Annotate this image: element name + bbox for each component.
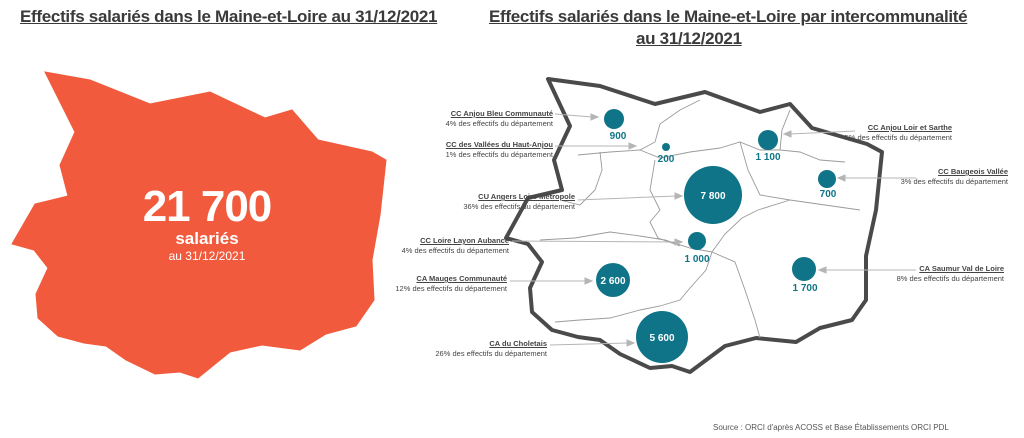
leader-lines (510, 113, 916, 347)
label-name: CA Mauges Communauté (416, 274, 507, 283)
value-angers: 7 800 (700, 191, 725, 202)
label-loire-layon: CC Loire Layon Aubance 4% des effectifs … (402, 236, 509, 256)
label-name: CA du Choletais (489, 339, 547, 348)
label-angers: CU Angers Loire Métropole 36% des effect… (463, 192, 575, 212)
right-map-title: Effectifs salariés dans le Maine-et-Loir… (489, 7, 968, 26)
label-baugeois: CC Baugeois Vallée 3% des effectifs du d… (901, 167, 1008, 187)
value-saumur: 1 700 (792, 283, 817, 294)
label-name: CC Anjou Bleu Communauté (450, 109, 553, 118)
right-map-title-date: au 31/12/2021 (636, 29, 742, 48)
label-share: 12% des effectifs du département (395, 284, 507, 293)
label-name: CC Anjou Loir et Sarthe (867, 123, 952, 132)
bubbles (596, 109, 836, 363)
label-share: 26% des effectifs du département (435, 349, 547, 358)
label-share: 8% des effectifs du département (896, 274, 1004, 283)
label-vallees-haut-anjou: CC des Vallées du Haut-Anjou 1% des effe… (446, 140, 553, 160)
total-value: 21 700 (142, 182, 273, 231)
department-outline (504, 77, 884, 374)
value-loire-layon: 1 000 (684, 254, 709, 265)
bubble-vallees-haut-anjou (662, 143, 670, 151)
bubble-baugeois (818, 170, 836, 188)
source-note: Source : ORCI d'après ACOSS et Base Étab… (713, 423, 949, 432)
bubble-angers (684, 166, 742, 224)
value-anjou-bleu: 900 (610, 131, 627, 142)
value-vallees-haut-anjou: 200 (658, 154, 675, 165)
bubble-saumur (792, 257, 816, 281)
value-baugeois: 700 (820, 189, 837, 200)
label-choletais: CA du Choletais 26% des effectifs du dép… (435, 339, 547, 359)
label-name: CC Baugeois Vallée (937, 167, 1008, 176)
value-mauges: 2 600 (600, 276, 625, 287)
label-name: CA Saumur Val de Loire (919, 264, 1004, 273)
label-share: 3% des effectifs du département (900, 177, 1008, 186)
bubble-loire-layon (688, 232, 706, 250)
label-name: CU Angers Loire Métropole (478, 192, 575, 201)
bubble-mauges (596, 263, 630, 297)
bubble-anjou-bleu (604, 109, 624, 129)
value-anjou-loir-sarthe: 1 100 (755, 152, 780, 163)
label-share: 36% des effectifs du département (463, 202, 575, 211)
label-anjou-bleu: CC Anjou Bleu Communauté 4% des effectif… (446, 109, 553, 129)
department-shape (11, 71, 387, 379)
intercommunality-boundaries (539, 99, 861, 339)
label-mauges: CA Mauges Communauté 12% des effectifs d… (395, 274, 507, 294)
total-date: au 31/12/2021 (168, 249, 246, 263)
label-anjou-loir-sarthe: CC Anjou Loir et Sarthe 5% des effectifs… (845, 123, 952, 143)
value-choletais: 5 600 (649, 333, 674, 344)
label-share: 1% des effectifs du département (445, 150, 553, 159)
label-saumur: CA Saumur Val de Loire 8% des effectifs … (897, 264, 1004, 284)
bubble-choletais (636, 311, 688, 363)
label-name: CC Loire Layon Aubance (420, 236, 509, 245)
label-name: CC des Vallées du Haut-Anjou (445, 140, 553, 149)
label-share: 5% des effectifs du département (844, 133, 952, 142)
left-map-title: Effectifs salariés dans le Maine-et-Loir… (20, 7, 438, 26)
total-unit: salariés (175, 229, 239, 248)
label-share: 4% des effectifs du département (401, 246, 509, 255)
label-share: 4% des effectifs du département (445, 119, 553, 128)
bubble-anjou-loir-sarthe (758, 130, 778, 150)
